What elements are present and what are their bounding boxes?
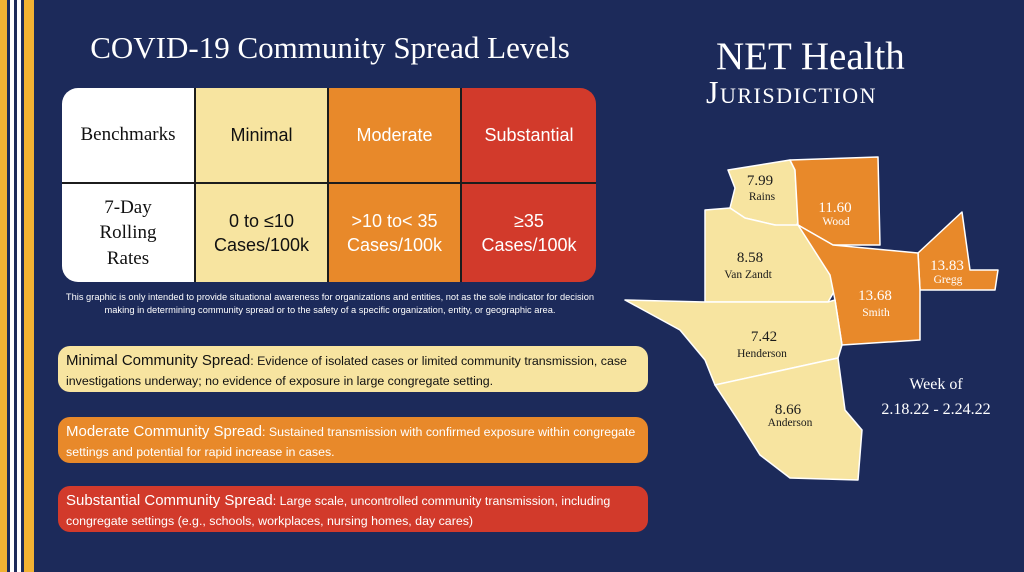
substantial-level-box: Substantial Community Spread: Large scal… — [58, 486, 648, 532]
county-smith — [797, 224, 921, 346]
rate-moderate: >10 to< 35 Cases/100k — [329, 184, 462, 282]
benchmark-table: Benchmarks Minimal Moderate Substantial … — [62, 88, 596, 282]
rate-substantial: ≥35 Cases/100k — [462, 184, 596, 282]
rate-minimal: 0 to ≤10 Cases/100k — [196, 184, 329, 282]
county-anderson — [714, 357, 863, 481]
week-info: Week of 2.18.22 - 2.24.22 — [866, 373, 1006, 423]
anderson-name: Anderson — [768, 417, 813, 429]
level-text: : Sustained transmission with confirmed … — [66, 425, 636, 459]
level-heading: Substantial Community Spread — [66, 492, 273, 509]
wood-name: Wood — [822, 216, 849, 228]
week-range: 2.18.22 - 2.24.22 — [881, 400, 991, 418]
level-text: : Large scale, uncontrolled community tr… — [66, 494, 611, 528]
van-zandt-value: 8.58 — [737, 250, 763, 266]
header-benchmarks: Benchmarks — [62, 88, 196, 184]
page-title: COVID-19 Community Spread Levels — [90, 30, 570, 65]
side-stripe — [17, 0, 21, 572]
side-stripe — [0, 0, 7, 572]
anderson-value: 8.66 — [775, 402, 802, 418]
smith-name: Smith — [862, 307, 890, 319]
moderate-level-box: Moderate Community Spread: Sustained tra… — [58, 417, 648, 463]
henderson-value: 7.42 — [751, 329, 777, 345]
level-heading: Moderate Community Spread — [66, 423, 262, 440]
row-label: 7-Day Rolling Rates — [62, 184, 196, 282]
wood-value: 11.60 — [818, 200, 851, 216]
gregg-name: Gregg — [934, 274, 963, 286]
header-minimal: Minimal — [196, 88, 329, 184]
jurisdiction-subtitle: Jurisdiction — [706, 74, 878, 110]
header-moderate: Moderate — [329, 88, 462, 184]
van-zandt-name: Van Zandt — [724, 269, 772, 281]
level-heading: Minimal Community Spread — [66, 352, 251, 369]
smith-value: 13.68 — [858, 288, 892, 304]
minimal-level-box: Minimal Community Spread: Evidence of is… — [58, 346, 648, 392]
side-stripe — [10, 0, 14, 572]
henderson-name: Henderson — [737, 348, 787, 360]
header-substantial: Substantial — [462, 88, 596, 184]
week-label: Week of — [909, 376, 963, 393]
gregg-value: 13.83 — [930, 258, 964, 274]
rains-value: 7.99 — [747, 173, 773, 189]
disclaimer: This graphic is only intended to provide… — [65, 292, 595, 316]
side-stripe — [24, 0, 34, 572]
rains-name: Rains — [749, 191, 776, 203]
level-text: : Evidence of isolated cases or limited … — [66, 354, 627, 388]
jurisdiction-title: NET Health — [716, 35, 905, 78]
